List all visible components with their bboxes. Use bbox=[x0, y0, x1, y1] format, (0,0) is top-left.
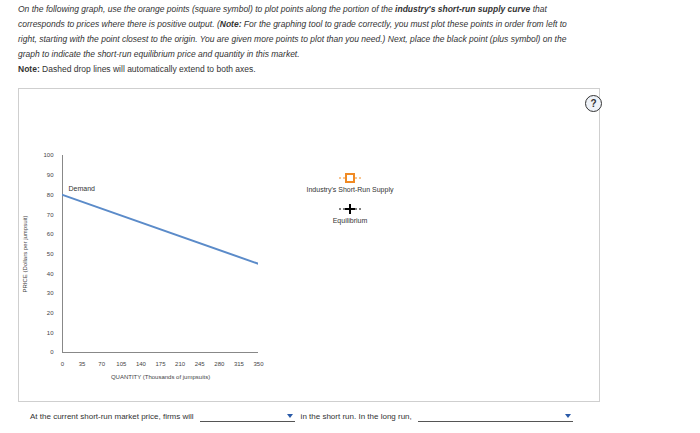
html-text:Industry's Short-Run Supply: Industry's Short-Run Supply bbox=[306, 186, 394, 193]
svg-text:80: 80 bbox=[47, 192, 54, 198]
svg-text:30: 30 bbox=[47, 290, 54, 296]
svg-text:35: 35 bbox=[79, 361, 86, 367]
svg-text:40: 40 bbox=[47, 271, 54, 277]
svg-text:10: 10 bbox=[47, 330, 54, 336]
html-text:Equilibrium: Equilibrium bbox=[332, 217, 368, 224]
svg-text:QUANTITY (Thousands of jumpsui: QUANTITY (Thousands of jumpsuits) bbox=[111, 374, 210, 380]
svg-text:90: 90 bbox=[47, 172, 54, 178]
html-text:On the following graph, use th: On the following graph, use the orange p… bbox=[18, 4, 547, 14]
svg-text:210: 210 bbox=[175, 361, 186, 367]
html-text:At the current short-run marke: At the current short-run market price, f… bbox=[30, 412, 194, 421]
svg-text:0: 0 bbox=[50, 349, 54, 355]
svg-text:280: 280 bbox=[214, 361, 225, 367]
html-text:corresponds to prices where th: corresponds to prices where there is pos… bbox=[18, 19, 567, 29]
svg-text:140: 140 bbox=[136, 361, 147, 367]
svg-text:315: 315 bbox=[234, 361, 245, 367]
html-text:in the short run. In the long: in the short run. In the long run, bbox=[300, 412, 412, 421]
svg-text:350: 350 bbox=[253, 361, 264, 367]
svg-text:245: 245 bbox=[195, 361, 206, 367]
html-text:right, starting with the point: right, starting with the point closest t… bbox=[18, 34, 567, 44]
svg-text:70: 70 bbox=[98, 361, 105, 367]
svg-text:0: 0 bbox=[61, 361, 65, 367]
svg-text:70: 70 bbox=[47, 212, 54, 218]
html-text:Note: Dashed drop lines will a: Note: Dashed drop lines will automatical… bbox=[18, 64, 256, 74]
svg-text:100: 100 bbox=[43, 152, 54, 158]
html-text:graph to indicate the short-ru: graph to indicate the short-run equilibr… bbox=[18, 49, 300, 59]
svg-text:105: 105 bbox=[116, 361, 127, 367]
svg-text:PRICE (Dollars per jumpsuit): PRICE (Dollars per jumpsuit) bbox=[22, 215, 28, 292]
svg-text:50: 50 bbox=[47, 251, 54, 257]
svg-text:Demand: Demand bbox=[69, 185, 96, 192]
svg-text:60: 60 bbox=[47, 231, 54, 237]
svg-text:175: 175 bbox=[155, 361, 166, 367]
svg-text:20: 20 bbox=[47, 310, 54, 316]
